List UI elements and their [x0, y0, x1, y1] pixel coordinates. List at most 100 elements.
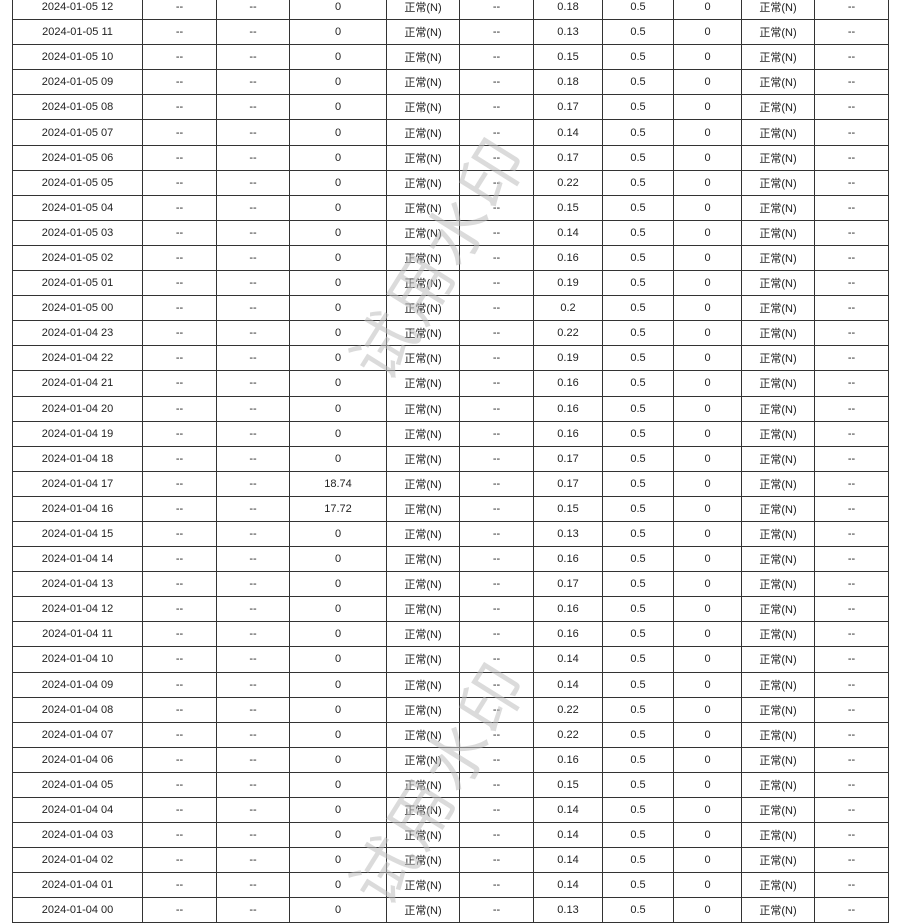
empty-cell: -- — [216, 897, 290, 923]
empty-cell: -- — [142, 621, 217, 648]
limit-cell: 0.5 — [602, 395, 674, 422]
status-cell: 正常(N) — [386, 847, 460, 874]
status-cell: 正常(N) — [386, 219, 460, 246]
limit-cell: 0.5 — [602, 746, 674, 773]
value-cell: 0 — [289, 119, 387, 146]
limit-cell: 0.5 — [602, 771, 674, 799]
table-row: 2024-01-04 13 -- -- 0 正常(N) -- 0.17 0.5 0 正常(N) -- — [12, 571, 889, 598]
value-cell: 0 — [673, 746, 742, 773]
empty-cell: -- — [216, 671, 290, 698]
value-cell: 0 — [289, 94, 387, 121]
empty-cell: -- — [216, 621, 290, 648]
empty-cell: -- — [216, 445, 290, 472]
time-cell: 2024-01-05 04 — [12, 194, 143, 221]
value-cell: 0 — [673, 721, 742, 748]
value-cell: 0.19 — [533, 345, 603, 372]
table-row: 2024-01-04 15 -- -- 0 正常(N) -- 0.13 0.5 0 正常(N) -- — [12, 520, 889, 548]
value-cell: 0 — [673, 822, 742, 849]
empty-cell: -- — [459, 746, 534, 773]
value-cell: 0 — [289, 219, 387, 246]
value-cell: 0.22 — [533, 169, 603, 196]
value-cell: 0 — [289, 320, 387, 347]
value-cell: 0 — [289, 520, 387, 548]
value-cell: 0 — [289, 872, 387, 899]
empty-cell: -- — [459, 295, 534, 322]
empty-cell: -- — [814, 244, 889, 272]
empty-cell: -- — [216, 270, 290, 297]
status-cell: 正常(N) — [741, 44, 815, 71]
status-cell: 正常(N) — [741, 872, 815, 899]
limit-cell: 0.5 — [602, 470, 674, 497]
empty-cell: -- — [814, 119, 889, 146]
limit-cell: 0.5 — [602, 822, 674, 849]
value-cell: 0.14 — [533, 822, 603, 849]
value-cell: 0 — [289, 395, 387, 422]
value-cell: 0 — [289, 144, 387, 171]
limit-cell: 0.5 — [602, 244, 674, 272]
empty-cell: -- — [142, 847, 217, 874]
empty-cell: -- — [814, 872, 889, 899]
limit-cell: 0.5 — [602, 320, 674, 347]
status-cell: 正常(N) — [741, 19, 815, 46]
empty-cell: -- — [814, 0, 889, 21]
value-cell: 0.16 — [533, 546, 603, 573]
table-row: 2024-01-04 00 -- -- 0 正常(N) -- 0.13 0.5 0 正常(N) -- — [12, 897, 889, 923]
status-cell: 正常(N) — [741, 0, 815, 21]
value-cell: 0 — [673, 796, 742, 824]
empty-cell: -- — [459, 395, 534, 422]
empty-cell: -- — [459, 872, 534, 899]
value-cell: 0 — [673, 520, 742, 548]
value-cell: 0.16 — [533, 596, 603, 623]
empty-cell: -- — [814, 596, 889, 623]
status-cell: 正常(N) — [741, 119, 815, 146]
status-cell: 正常(N) — [386, 596, 460, 623]
value-cell: 0 — [289, 771, 387, 799]
empty-cell: -- — [142, 295, 217, 322]
value-cell: 0 — [289, 69, 387, 96]
value-cell: 0.22 — [533, 721, 603, 748]
status-cell: 正常(N) — [741, 219, 815, 246]
value-cell: 0.14 — [533, 671, 603, 698]
time-cell: 2024-01-04 09 — [12, 671, 143, 698]
value-cell: 0 — [673, 596, 742, 623]
empty-cell: -- — [142, 520, 217, 548]
empty-cell: -- — [142, 119, 217, 146]
empty-cell: -- — [459, 696, 534, 723]
empty-cell: -- — [142, 19, 217, 46]
time-cell: 2024-01-05 07 — [12, 119, 143, 146]
empty-cell: -- — [142, 696, 217, 723]
empty-cell: -- — [142, 345, 217, 372]
empty-cell: -- — [814, 646, 889, 673]
limit-cell: 0.5 — [602, 897, 674, 923]
status-cell: 正常(N) — [386, 796, 460, 824]
empty-cell: -- — [142, 44, 217, 71]
time-cell: 2024-01-04 16 — [12, 495, 143, 522]
table-row: 2024-01-05 00 -- -- 0 正常(N) -- 0.2 0.5 0 正常(N) -- — [12, 295, 889, 322]
status-cell: 正常(N) — [741, 270, 815, 297]
empty-cell: -- — [814, 495, 889, 522]
value-cell: 0 — [289, 345, 387, 372]
value-cell: 0.15 — [533, 495, 603, 522]
empty-cell: -- — [814, 320, 889, 347]
limit-cell: 0.5 — [602, 119, 674, 146]
value-cell: 0.14 — [533, 847, 603, 874]
table-row: 2024-01-05 06 -- -- 0 正常(N) -- 0.17 0.5 0 正常(N) -- — [12, 144, 889, 171]
value-cell: 0 — [289, 822, 387, 849]
value-cell: 0 — [289, 721, 387, 748]
table-row: 2024-01-04 21 -- -- 0 正常(N) -- 0.16 0.5 0 正常(N) -- — [12, 370, 889, 397]
value-cell: 0 — [289, 370, 387, 397]
status-cell: 正常(N) — [741, 144, 815, 171]
status-cell: 正常(N) — [741, 621, 815, 648]
value-cell: 0 — [289, 445, 387, 472]
table-row: 2024-01-04 03 -- -- 0 正常(N) -- 0.14 0.5 0 正常(N) -- — [12, 822, 889, 849]
value-cell: 0 — [289, 621, 387, 648]
time-cell: 2024-01-05 11 — [12, 19, 143, 46]
value-cell: 0.16 — [533, 420, 603, 447]
empty-cell: -- — [142, 470, 217, 497]
value-cell: 0.14 — [533, 219, 603, 246]
empty-cell: -- — [459, 0, 534, 21]
empty-cell: -- — [814, 520, 889, 548]
value-cell: 0.16 — [533, 370, 603, 397]
value-cell: 0 — [289, 420, 387, 447]
empty-cell: -- — [459, 571, 534, 598]
